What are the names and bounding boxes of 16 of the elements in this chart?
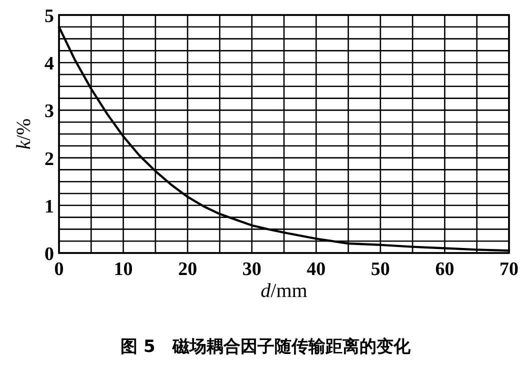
y-tick-label: 3 — [44, 101, 54, 122]
x-tick-label: 60 — [435, 259, 454, 280]
text: 图 5 磁场耦合因子随传输距离的变化 — [120, 337, 412, 357]
x-tick-label: 50 — [370, 259, 390, 280]
x-tick-label: 30 — [242, 259, 262, 280]
y-tick-label: 0 — [44, 244, 54, 265]
y-axis-title: k/% — [13, 118, 35, 150]
x-tick-label: 10 — [114, 259, 133, 280]
y-tick-label: 4 — [44, 54, 54, 75]
x-tick-label: 70 — [500, 259, 518, 280]
x-tick-label: 20 — [178, 259, 198, 280]
y-tick-label: 5 — [44, 6, 54, 27]
y-tick-label: 2 — [44, 148, 54, 170]
y-tick-label: 1 — [44, 196, 54, 218]
x-tick-label: 40 — [306, 259, 326, 280]
x-axis-title: d/mm — [260, 280, 308, 302]
